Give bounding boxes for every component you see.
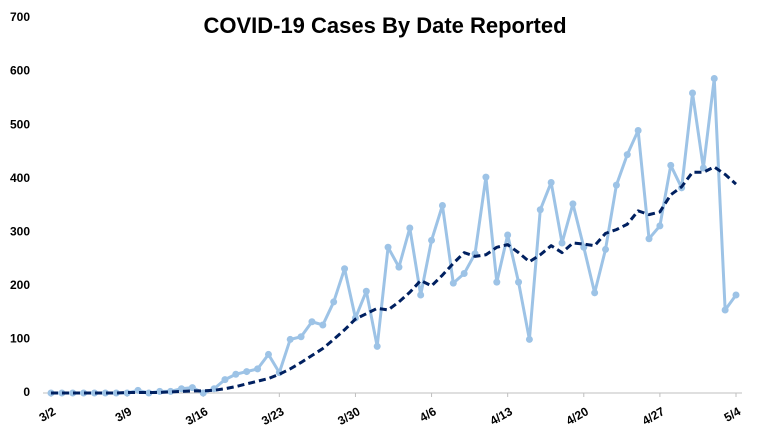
x-tick-label: 3/30: [335, 404, 363, 428]
data-point: [232, 370, 240, 378]
data-point: [438, 202, 446, 209]
data-point: [536, 206, 544, 214]
data-point: [221, 376, 229, 384]
x-tick-label: 4/27: [640, 404, 668, 428]
data-point: [69, 389, 77, 397]
data-point: [330, 298, 338, 306]
x-tick-label: 4/6: [417, 404, 439, 425]
data-point: [373, 342, 381, 350]
data-point: [732, 291, 740, 299]
data-point: [482, 173, 490, 181]
data-point: [210, 385, 218, 393]
y-tick-label: 200: [10, 278, 30, 292]
y-tick-label: 600: [10, 64, 30, 78]
data-point: [612, 181, 620, 189]
data-point: [667, 161, 675, 169]
data-point: [525, 335, 533, 343]
data-point: [90, 389, 98, 397]
data-point: [308, 318, 316, 326]
y-tick-label: 700: [10, 10, 30, 24]
data-point: [80, 389, 88, 397]
data-point: [286, 335, 294, 343]
data-point: [101, 389, 109, 397]
data-point: [297, 333, 305, 341]
moving-average-line: [51, 165, 737, 395]
x-tick-label: 3/16: [183, 404, 211, 428]
data-point: [547, 178, 555, 186]
data-point: [254, 365, 262, 373]
data-point: [417, 291, 425, 299]
data-point: [504, 231, 512, 239]
x-tick-label: 5/4: [722, 404, 744, 425]
y-tick-label: 500: [10, 117, 30, 131]
chart-title: COVID-19 Cases By Date Reported: [203, 13, 566, 38]
data-point: [362, 287, 370, 295]
data-point: [319, 321, 327, 329]
series-line: [51, 77, 738, 395]
data-point: [558, 239, 566, 247]
data-point: [264, 350, 272, 358]
data-point: [569, 200, 577, 208]
data-point: [460, 270, 468, 278]
y-tick-label: 100: [10, 332, 30, 346]
data-point: [493, 278, 501, 286]
data-point: [721, 306, 729, 314]
y-tick-label: 300: [10, 224, 30, 238]
data-point: [428, 236, 436, 244]
data-point: [243, 368, 251, 376]
data-point: [395, 263, 403, 271]
data-point: [591, 289, 599, 297]
data-point: [656, 222, 664, 230]
data-point: [449, 279, 457, 287]
y-tick-label: 0: [23, 385, 30, 399]
data-point: [602, 245, 610, 253]
data-point: [406, 224, 414, 232]
x-tick-label: 3/9: [113, 404, 135, 425]
data-point: [384, 243, 392, 251]
data-point: [699, 164, 707, 172]
data-point: [58, 389, 66, 397]
data-point: [341, 265, 349, 273]
data-point: [710, 75, 718, 83]
data-point: [645, 235, 653, 243]
data-point: [634, 127, 642, 134]
x-tick-label: 4/20: [564, 404, 592, 428]
x-tick-label: 4/13: [488, 404, 516, 428]
x-tick-label: 3/23: [259, 404, 287, 428]
data-point: [623, 151, 631, 159]
y-tick-label: 400: [10, 171, 30, 185]
data-point: [515, 278, 523, 286]
data-point: [689, 89, 697, 97]
x-tick-label: 3/2: [37, 404, 59, 425]
data-point: [112, 389, 120, 397]
